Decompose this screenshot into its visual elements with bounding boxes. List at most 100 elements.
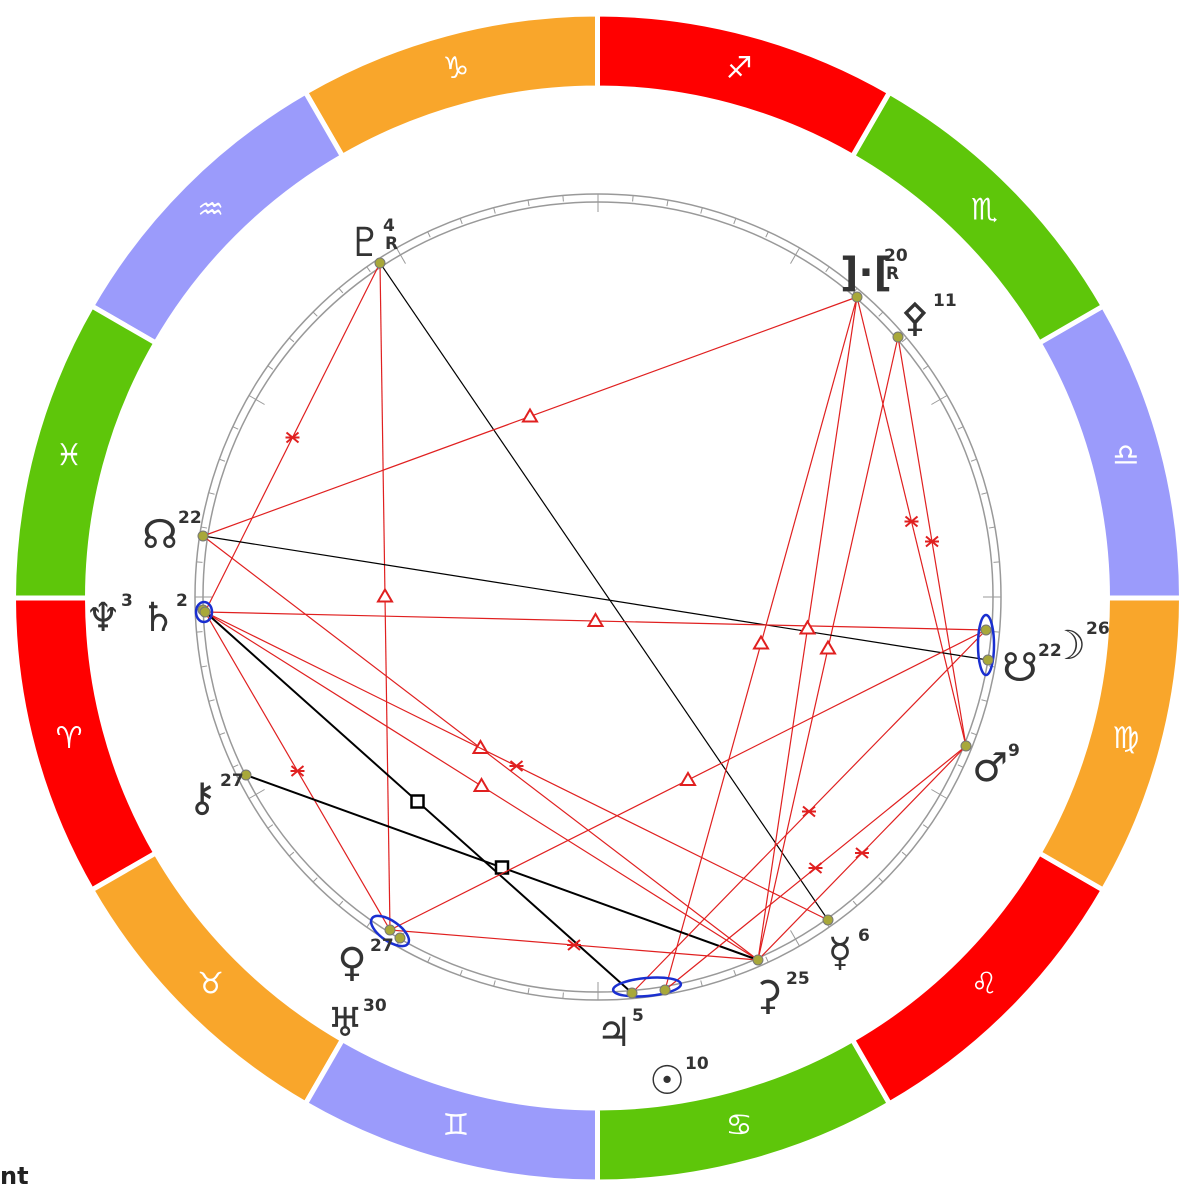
ring-tick [562, 992, 564, 999]
ring-tick [248, 395, 265, 405]
planet-glyph: ♇ [347, 220, 383, 266]
planet-glyph: ⚴ [900, 295, 929, 341]
retrograde-mark: R [385, 234, 398, 254]
planet-degree: 27 [370, 936, 394, 956]
ring-tick [219, 458, 226, 462]
planet-degree: 6 [858, 926, 870, 946]
aspect-line [379, 262, 829, 921]
ring-tick [993, 561, 1000, 563]
planet-degree: 10 [685, 1054, 709, 1074]
planet-degree: 20 [884, 246, 908, 266]
ring-tick [790, 930, 800, 947]
ring-tick [232, 426, 239, 430]
planet-glyph: ♅ [327, 1000, 363, 1046]
ring-tick [981, 492, 988, 495]
ring-tick [765, 231, 769, 238]
ring-tick [632, 195, 634, 202]
planet-glyph: ☽ [1050, 623, 1086, 669]
planet-glyph: ♂ [972, 745, 1008, 791]
ring-tick [970, 458, 977, 462]
ring-tick [459, 969, 463, 976]
ring-tick [312, 311, 318, 317]
ring-tick [765, 956, 769, 963]
ring-tick [901, 337, 908, 343]
ring-tick [312, 877, 318, 883]
ring-tick [957, 426, 964, 430]
sextile-marker [855, 847, 869, 859]
ring-tick [208, 492, 215, 495]
planet-point [659, 984, 671, 996]
conjunction-ring [976, 613, 996, 677]
zodiac-segment [1035, 302, 1185, 601]
ring-tick [427, 956, 431, 963]
ring-tick [219, 732, 226, 736]
trine-marker [521, 407, 539, 423]
trine-marker [798, 619, 817, 635]
ring-tick [248, 789, 265, 799]
zodiac-glyph: ♈ [56, 721, 83, 756]
planet-point [980, 624, 992, 636]
conjunction-ring [611, 976, 683, 998]
planet-degree: 30 [363, 996, 387, 1016]
trine-marker [819, 639, 837, 655]
zodiac-segment [10, 595, 160, 894]
ring-tick [196, 631, 203, 633]
planet-point [892, 331, 904, 343]
ring-tick [922, 365, 929, 370]
ring-tick [878, 311, 884, 317]
zodiac-glyph: ♍ [1112, 721, 1139, 756]
sextile-marker [802, 805, 816, 818]
ring-tick [493, 980, 496, 987]
ring-tick [201, 526, 208, 529]
ring-tick [493, 207, 496, 214]
sextile-marker [509, 760, 524, 772]
planet-glyph: ⚳ [753, 973, 782, 1019]
planet-point [394, 932, 406, 944]
sextile-marker [285, 431, 300, 444]
sextile-marker [925, 535, 939, 548]
zodiac-glyph: ♉ [197, 966, 224, 1001]
ring-tick [267, 824, 274, 829]
ring-tick [700, 980, 703, 987]
planet-point [960, 740, 972, 752]
planet-point [197, 530, 209, 542]
ring-tick [878, 877, 884, 883]
ring-tick [852, 900, 858, 907]
ring-tick [288, 851, 295, 857]
planet-glyph: ☊ [142, 512, 178, 558]
ring-tick [562, 195, 564, 202]
ring-tick [396, 247, 406, 264]
zodiac-glyph: ♑ [442, 51, 469, 86]
planet-degree: 22 [1038, 641, 1062, 661]
planet-degree: 26 [1086, 619, 1110, 639]
ring-tick [338, 900, 344, 907]
conjunction-ring [369, 914, 411, 948]
planet-point [626, 987, 638, 999]
planet-degree: 25 [786, 969, 810, 989]
planet-degree: 22 [178, 508, 202, 528]
ring-tick [459, 218, 463, 225]
ring-tick [733, 969, 737, 976]
ring-tick [288, 337, 295, 343]
ring-tick [338, 287, 344, 294]
ring-tick [527, 987, 530, 994]
zodiac-glyph: ♓ [56, 438, 83, 473]
ring-tick [852, 287, 858, 294]
sextile-marker [808, 862, 823, 874]
planet-point [240, 769, 252, 781]
square-marker [410, 794, 425, 809]
ring-tick [527, 200, 530, 207]
ring-tick [901, 851, 908, 857]
planet-glyph: ⚷ [187, 775, 216, 821]
ring-tick [825, 266, 830, 273]
ring-tick [931, 395, 948, 405]
footer-text: nt [0, 1162, 29, 1190]
zodiac-glyph: ♒ [197, 193, 224, 228]
zodiac-glyph: ♐ [726, 51, 753, 86]
planet-degree: 4 [383, 216, 395, 236]
ring-tick [366, 921, 371, 928]
ring-tick [993, 631, 1000, 633]
planet-glyph: ]·[ [840, 250, 892, 296]
planet-glyph: ♆ [85, 595, 121, 641]
planet-degree: 2 [176, 591, 188, 611]
